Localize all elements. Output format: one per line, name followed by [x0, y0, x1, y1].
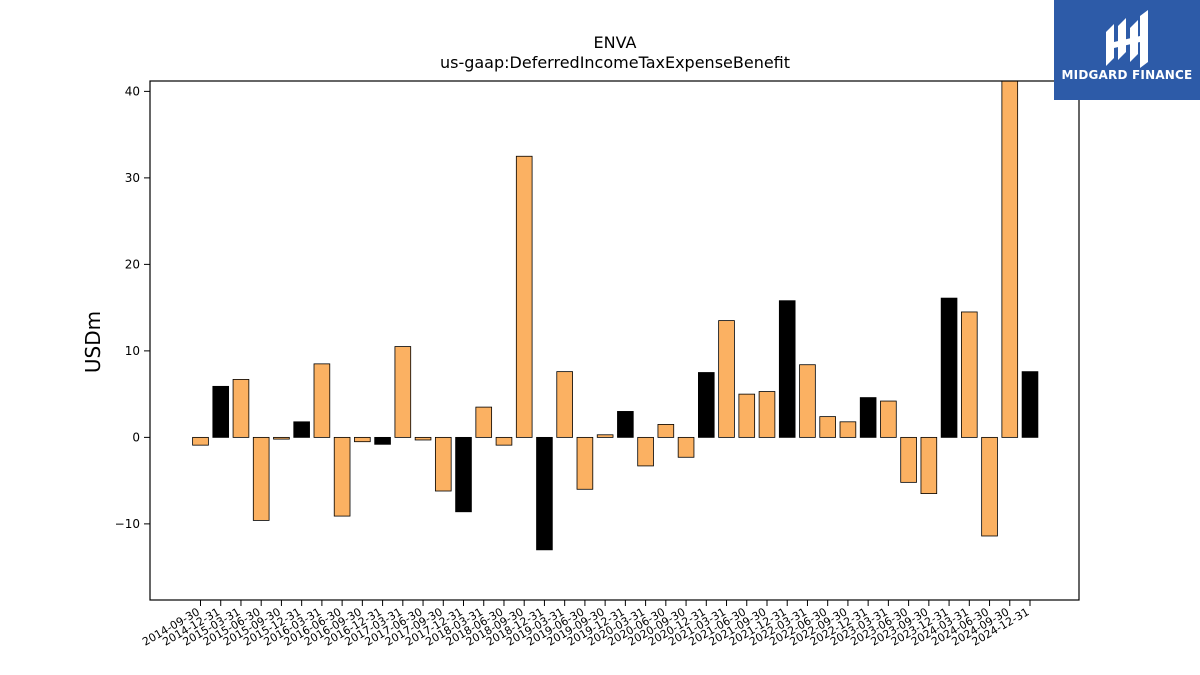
y-tick-label: 10 — [125, 344, 140, 358]
bar-2019-06-30 — [576, 436, 594, 490]
midgard-finance-logo: MIDGARD FINANCE — [1054, 0, 1200, 100]
bar-2018-03-31 — [475, 406, 493, 438]
bar-2021-03-31 — [718, 320, 735, 438]
bar-2024-09-30 — [1001, 80, 1019, 438]
bar-2017-03-31 — [394, 346, 412, 438]
y-tick-label: 40 — [125, 84, 140, 98]
bar-2020-03-31 — [637, 436, 654, 467]
y-tick-label: 30 — [125, 171, 140, 185]
bar-2020-09-30 — [677, 436, 695, 458]
bar-2019-12-31 — [617, 411, 634, 438]
bar-2014-12-31 — [212, 385, 230, 438]
bar-2016-12-31 — [374, 436, 391, 445]
bar-2022-06-30 — [819, 416, 836, 438]
y-tick-label: −10 — [115, 517, 140, 531]
bar-2022-03-31 — [799, 364, 816, 438]
bar-2016-03-31 — [313, 363, 331, 438]
bar-2024-06-30 — [981, 436, 998, 537]
bar-2021-12-31 — [778, 300, 796, 438]
bar-2023-09-30 — [920, 436, 938, 495]
y-axis: −10 0 10 20 30 40 — [115, 84, 150, 531]
bar-2021-06-30 — [738, 393, 756, 438]
bar-2023-12-31 — [940, 297, 958, 438]
bar-2019-03-31 — [556, 371, 573, 438]
bar-2024-03-31 — [961, 311, 978, 438]
bar-2017-12-31 — [455, 436, 472, 513]
bar-2020-12-31 — [698, 372, 715, 438]
bar-2017-06-30 — [414, 436, 432, 441]
bar-2022-12-31 — [859, 397, 877, 438]
bar-2022-09-30 — [839, 421, 857, 438]
bar-2023-06-30 — [900, 436, 917, 483]
plot-frame — [149, 80, 1080, 601]
y-tick-label: 20 — [125, 257, 140, 271]
bar-2018-06-30 — [495, 436, 513, 446]
bar-2016-09-30 — [354, 436, 371, 443]
chart-title: ENVA — [594, 33, 637, 52]
mh-monogram-icon — [1106, 10, 1148, 68]
bar-2015-12-31 — [293, 421, 310, 438]
bar-2015-09-30 — [273, 436, 290, 440]
bar-2018-12-31 — [536, 436, 553, 551]
bar-2018-09-30 — [515, 155, 533, 438]
bar-2016-06-30 — [333, 436, 351, 517]
logo-text: MIDGARD FINANCE — [1061, 68, 1193, 82]
y-axis-label: USDm — [81, 311, 105, 373]
bar-2014-09-30 — [192, 436, 209, 446]
bar-2015-06-30 — [252, 436, 270, 521]
bar-2021-09-30 — [758, 391, 776, 438]
bar-2023-03-31 — [880, 400, 897, 438]
y-tick-label: 0 — [132, 430, 140, 444]
x-axis: 2014-09-302014-12-312015-03-312015-06-30… — [140, 600, 1032, 649]
bar-2015-03-31 — [232, 379, 250, 438]
bar-2017-09-30 — [434, 436, 452, 492]
bar-2020-06-30 — [657, 424, 675, 438]
bar-series — [192, 80, 1039, 551]
bar-2019-09-30 — [596, 434, 614, 438]
chart-subtitle: us-gaap:DeferredIncomeTaxExpenseBenefit — [440, 53, 790, 72]
bar-2024-12-31 — [1021, 371, 1039, 438]
